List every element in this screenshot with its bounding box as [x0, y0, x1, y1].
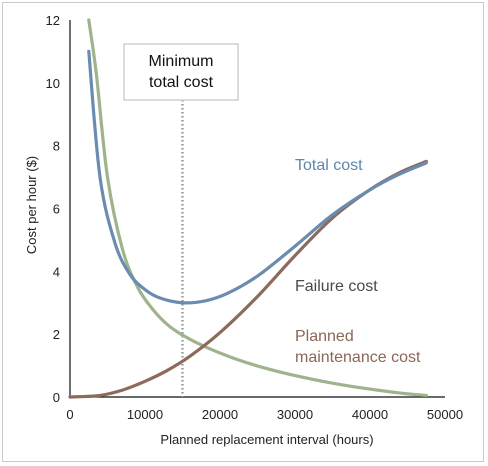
y-axis-title: Cost per hour ($) [24, 156, 39, 254]
y-tick-labels: 0 2 4 6 8 10 12 [46, 13, 60, 405]
x-tick-labels: 0 10000 20000 30000 40000 50000 [66, 407, 463, 422]
x-tick-label: 0 [66, 407, 73, 422]
y-tick-label: 4 [53, 264, 60, 279]
x-tick-label: 50000 [427, 407, 463, 422]
chart-frame [2, 2, 484, 462]
total-cost-label: Total cost [295, 157, 363, 174]
series-lines [68, 18, 428, 399]
x-tick-label: 30000 [277, 407, 313, 422]
y-tick-label: 0 [53, 390, 60, 405]
planned-maintenance-cost-line [87, 18, 428, 397]
callout-box [123, 43, 239, 101]
callout-text-line: Minimum [149, 53, 214, 70]
axes [69, 20, 445, 398]
y-tick-label: 8 [53, 139, 60, 154]
planned-maintenance-cost-label-line: Planned [295, 328, 354, 345]
failure-cost-label: Failure cost [295, 278, 378, 295]
planned-maintenance-cost-label-line: maintenance cost [295, 349, 421, 366]
series-labels: Total cost Failure cost Planned maintenance… [295, 157, 421, 366]
x-tick-label: 40000 [352, 407, 388, 422]
callout-text-line: total cost [149, 74, 214, 91]
minimum-total-cost-callout: Minimum total cost [123, 43, 239, 101]
total-cost-line [87, 49, 428, 305]
y-tick-label: 6 [53, 202, 60, 217]
x-axis-title: Planned replacement interval (hours) [160, 432, 373, 447]
x-tick-label: 10000 [127, 407, 163, 422]
x-tick-label: 20000 [202, 407, 238, 422]
y-tick-label: 2 [53, 327, 60, 342]
y-tick-label: 10 [46, 76, 60, 91]
y-tick-label: 12 [46, 13, 60, 28]
